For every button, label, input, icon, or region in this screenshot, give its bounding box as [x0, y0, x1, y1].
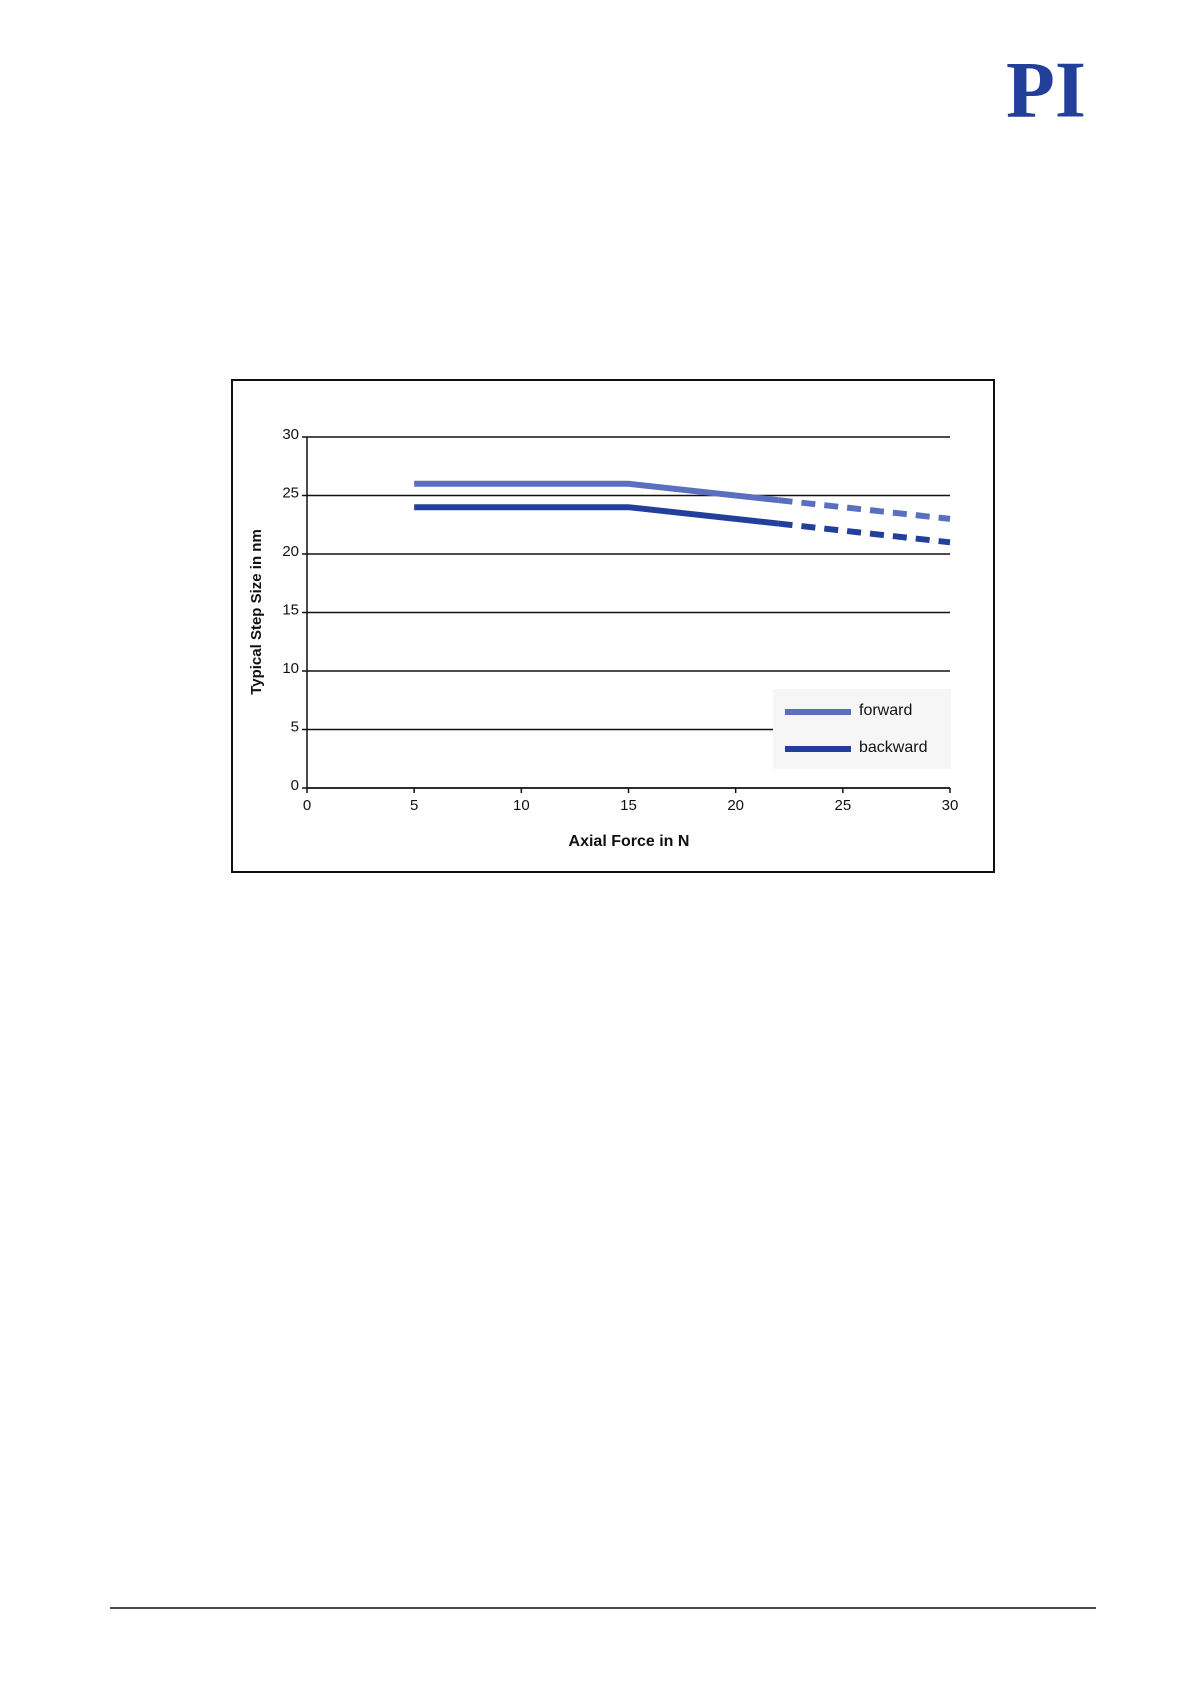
x-axis-title: Axial Force in N — [569, 833, 690, 850]
x-tick-label: 30 — [942, 797, 959, 814]
logo: PI — [1006, 46, 1086, 134]
line-extrapolated — [778, 520, 951, 546]
x-tick-label: 25 — [834, 797, 851, 814]
y-tick-label: 0 — [291, 777, 299, 794]
y-tick-label: 10 — [282, 660, 299, 677]
y-tick-label: 30 — [282, 426, 299, 443]
line — [414, 504, 779, 527]
y-tick-label: 20 — [282, 543, 299, 560]
y-tick-label: 5 — [291, 718, 299, 735]
y-axis-title: Typical Step Size in nm — [248, 529, 265, 695]
x-tick-label: 15 — [620, 797, 637, 814]
legend-label: forward — [859, 702, 912, 719]
line — [414, 480, 779, 504]
line-extrapolated — [778, 497, 951, 522]
y-tick-label: 15 — [282, 601, 299, 618]
x-tick-label: 10 — [513, 797, 530, 814]
x-tick-label: 20 — [727, 797, 744, 814]
legend-label: backward — [859, 739, 927, 756]
y-tick-label: 25 — [282, 484, 299, 501]
x-tick-label: 0 — [303, 797, 311, 814]
chart-frame — [231, 379, 995, 873]
legend-box — [773, 689, 951, 769]
x-tick-label: 5 — [410, 797, 418, 814]
